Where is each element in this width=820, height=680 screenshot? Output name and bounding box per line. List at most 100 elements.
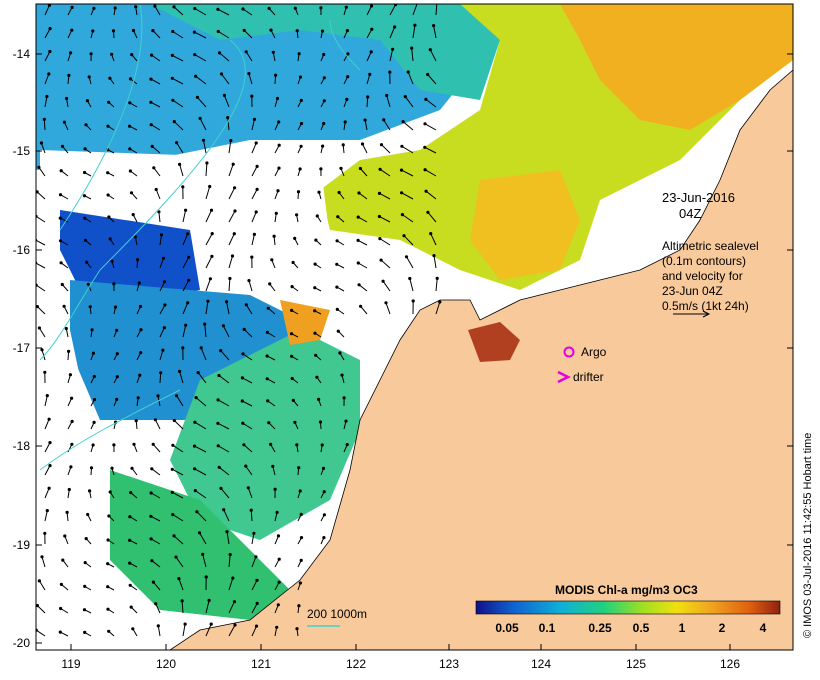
velocity-arrow-head — [58, 216, 62, 220]
velocity-arrow — [182, 233, 189, 246]
velocity-arrow-head — [60, 144, 65, 148]
velocity-arrow — [195, 75, 207, 85]
velocity-arrow-head — [242, 28, 246, 32]
velocity-arrow-head — [336, 215, 340, 219]
velocity-arrow-head — [163, 303, 167, 307]
velocity-arrow-head — [70, 442, 74, 446]
velocity-arrow-head — [432, 24, 436, 28]
velocity-arrow-head — [132, 442, 136, 446]
drifter-marker — [557, 370, 571, 384]
velocity-arrow-head — [385, 93, 389, 98]
velocity-arrow-head — [67, 73, 71, 77]
velocity-arrow-head — [413, 23, 417, 27]
velocity-arrow-head — [231, 162, 235, 166]
velocity-arrow-head — [204, 575, 208, 579]
velocity-arrow — [152, 443, 161, 453]
velocity-arrow — [182, 210, 187, 223]
velocity-arrow-head — [48, 27, 52, 31]
velocity-arrow-head — [410, 46, 414, 50]
velocity-arrow — [179, 371, 184, 384]
velocity-arrow-head — [172, 534, 176, 538]
velocity-arrow-head — [128, 169, 132, 173]
velocity-arrow — [366, 96, 369, 108]
velocity-arrow — [228, 233, 235, 246]
velocity-arrow-head — [322, 99, 326, 103]
velocity-arrow — [173, 6, 184, 16]
velocity-arrow-head — [217, 373, 221, 378]
velocity-arrow — [360, 168, 368, 177]
velocity-arrow-head — [69, 51, 73, 55]
velocity-arrow — [385, 302, 391, 315]
velocity-arrow — [151, 560, 161, 568]
velocity-arrow-head — [88, 489, 92, 493]
velocity-arrow-head — [269, 442, 273, 446]
velocity-arrow-head — [112, 282, 116, 286]
velocity-arrow-head — [228, 276, 232, 281]
velocity-arrow-head — [161, 256, 166, 260]
velocity-arrow-head — [338, 351, 342, 355]
velocity-arrow-head — [107, 215, 111, 219]
velocity-arrow — [173, 121, 184, 131]
velocity-arrow — [251, 580, 258, 591]
velocity-arrow-head — [47, 486, 51, 490]
velocity-arrow-head — [128, 515, 132, 519]
velocity-arrow-head — [82, 608, 87, 612]
velocity-arrow-head — [106, 124, 110, 128]
velocity-arrow-head — [156, 624, 160, 628]
velocity-arrow-head — [293, 6, 297, 10]
velocity-arrow-head — [222, 93, 226, 97]
velocity-arrow-head — [150, 559, 154, 563]
velocity-arrow-head — [252, 117, 256, 121]
velocity-arrow-head — [241, 352, 245, 356]
velocity-arrow — [228, 624, 236, 637]
velocity-arrow-head — [128, 147, 132, 151]
velocity-arrow — [228, 164, 234, 177]
velocity-arrow — [158, 211, 161, 223]
velocity-arrow-head — [299, 121, 304, 126]
velocity-arrow-head — [318, 420, 323, 424]
velocity-arrow-head — [411, 299, 415, 303]
velocity-arrow-head — [274, 211, 278, 215]
velocity-arrow-head — [48, 464, 52, 468]
velocity-arrow-head — [313, 286, 317, 290]
velocity-arrow — [228, 210, 236, 223]
velocity-arrow-head — [314, 238, 318, 242]
velocity-arrow-head — [379, 258, 383, 262]
velocity-arrow-head — [216, 421, 220, 425]
velocity-arrow-head — [344, 5, 348, 9]
velocity-arrow — [151, 146, 161, 154]
velocity-arrow-head — [265, 354, 269, 358]
velocity-arrow-head — [404, 255, 409, 259]
velocity-arrow — [182, 302, 189, 315]
velocity-arrow — [150, 492, 161, 499]
velocity-arrow-head — [106, 562, 110, 566]
velocity-arrow-head — [216, 398, 220, 402]
velocity-arrow — [37, 306, 46, 315]
chl-region-coastal-orange-2 — [470, 170, 580, 280]
velocity-arrow-head — [58, 193, 63, 197]
velocity-arrow-head — [250, 255, 254, 259]
velocity-arrow-head — [177, 577, 181, 581]
velocity-arrow — [389, 49, 394, 62]
velocity-arrow — [151, 468, 161, 476]
velocity-arrow-head — [45, 394, 49, 398]
colorbar-title: MODIS Chl-a mg/m3 OC3 — [555, 583, 698, 597]
velocity-arrow-head — [175, 141, 179, 145]
velocity-arrow-head — [106, 171, 110, 175]
velocity-arrow — [357, 216, 368, 223]
velocity-arrow-head — [295, 443, 299, 447]
velocity-arrow-head — [70, 419, 74, 423]
velocity-arrow-head — [195, 95, 199, 99]
velocity-arrow-head — [63, 534, 67, 538]
velocity-arrow — [200, 347, 207, 361]
velocity-arrow-head — [184, 323, 188, 327]
velocity-arrow — [173, 535, 184, 545]
x-tick-label: 123 — [439, 657, 459, 671]
velocity-arrow-head — [240, 399, 244, 403]
velocity-arrow-head — [115, 328, 119, 332]
sealevel-contour — [39, 39, 246, 361]
velocity-arrow-head — [115, 352, 119, 356]
velocity-arrow — [205, 233, 213, 246]
velocity-arrow-head — [299, 98, 303, 102]
velocity-arrow-head — [67, 487, 71, 492]
